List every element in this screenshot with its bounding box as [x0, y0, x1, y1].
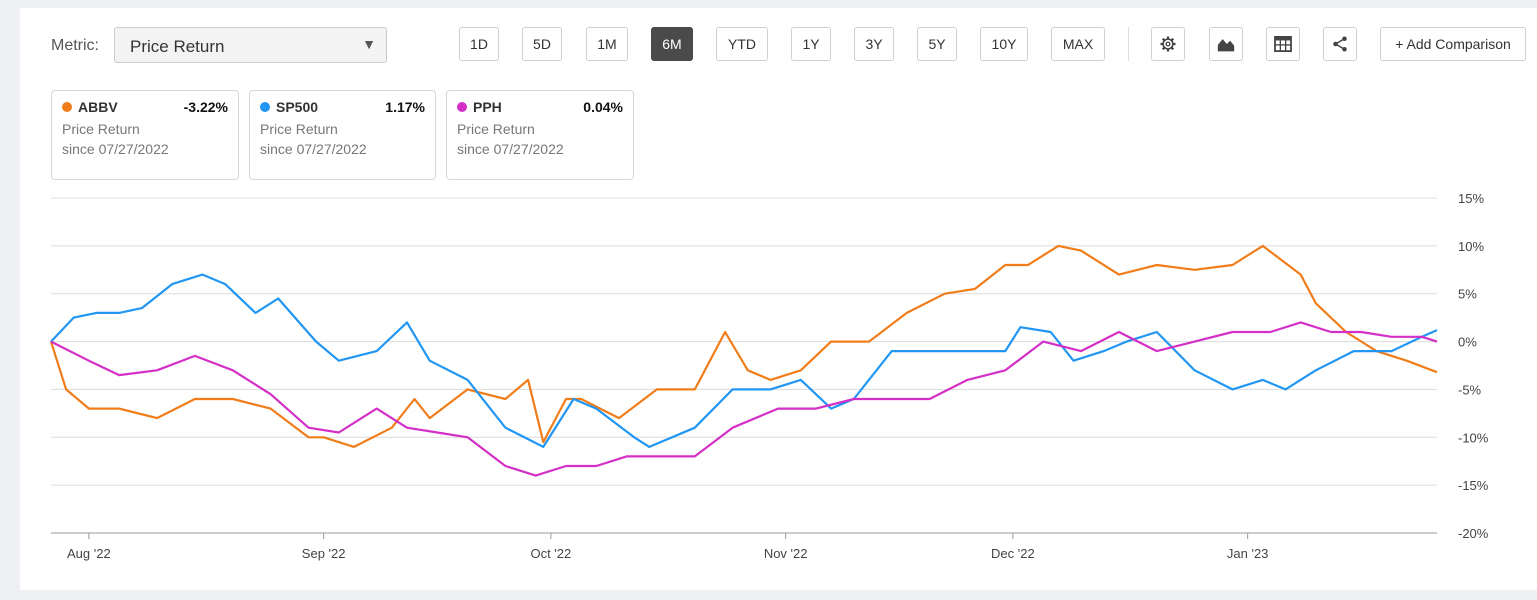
legend-card-metric: Price Return: [260, 121, 338, 137]
gear-icon: [1160, 36, 1176, 52]
x-tick-label: Nov '22: [764, 546, 808, 561]
range-button-max[interactable]: MAX: [1051, 27, 1105, 61]
y-tick-label: 0%: [1458, 335, 1477, 350]
series-color-dot: [457, 102, 467, 112]
legend-card-metric: Price Return: [62, 121, 140, 137]
series-color-dot: [62, 102, 72, 112]
y-tick-label: -15%: [1458, 478, 1489, 493]
chart-type-button[interactable]: [1209, 27, 1243, 61]
legend-card-pct: 1.17%: [385, 99, 425, 115]
x-tick-label: Oct '22: [530, 546, 571, 561]
x-tick-label: Sep '22: [302, 546, 346, 561]
legend-card-name: SP500: [276, 99, 319, 115]
share-icon: [1333, 36, 1347, 52]
range-button-6m[interactable]: 6M: [651, 27, 693, 61]
y-tick-label: 10%: [1458, 239, 1484, 254]
area-chart-icon: [1217, 39, 1235, 52]
range-button-5d[interactable]: 5D: [522, 27, 562, 61]
settings-button[interactable]: [1151, 27, 1185, 61]
legend-card-since: since 07/27/2022: [457, 141, 564, 157]
y-tick-label: -10%: [1458, 430, 1489, 445]
add-comparison-button[interactable]: + Add Comparison: [1380, 27, 1526, 61]
x-tick-label: Dec '22: [991, 546, 1035, 561]
x-tick-label: Aug '22: [67, 546, 111, 561]
chevron-down-icon: ▼: [362, 36, 376, 52]
legend-card-name: PPH: [473, 99, 502, 115]
legend-card-since: since 07/27/2022: [62, 141, 169, 157]
range-button-3y[interactable]: 3Y: [854, 27, 894, 61]
legend-card-name: ABBV: [78, 99, 118, 115]
legend-card-abbv[interactable]: ABBV -3.22% Price Return since 07/27/202…: [51, 90, 239, 180]
x-tick-label: Jan '23: [1227, 546, 1269, 561]
y-tick-label: 5%: [1458, 287, 1477, 302]
series-line-pph[interactable]: [50, 321, 1438, 477]
range-button-1m[interactable]: 1M: [586, 27, 628, 61]
legend-card-pct: -3.22%: [183, 99, 228, 115]
range-button-1d[interactable]: 1D: [459, 27, 499, 61]
range-button-10y[interactable]: 10Y: [980, 27, 1028, 61]
metric-label: Metric:: [51, 37, 99, 54]
y-tick-label: -5%: [1458, 382, 1482, 397]
legend-card-sp500[interactable]: SP500 1.17% Price Return since 07/27/202…: [249, 90, 436, 180]
metric-select[interactable]: Price Return ▼: [114, 27, 387, 63]
legend-card-pph[interactable]: PPH 0.04% Price Return since 07/27/2022: [446, 90, 634, 180]
legend-card-since: since 07/27/2022: [260, 141, 367, 157]
y-tick-label: -20%: [1458, 526, 1489, 541]
range-button-1y[interactable]: 1Y: [791, 27, 831, 61]
range-button-ytd[interactable]: YTD: [716, 27, 768, 61]
series-line-sp500[interactable]: [50, 273, 1438, 448]
share-button[interactable]: [1323, 27, 1357, 61]
series-line-abbv[interactable]: [49, 244, 1438, 448]
y-tick-label: 15%: [1458, 191, 1484, 206]
metric-select-value: Price Return: [130, 37, 225, 56]
legend-card-metric: Price Return: [457, 121, 535, 137]
toolbar-divider: [1128, 27, 1129, 61]
range-button-5y[interactable]: 5Y: [917, 27, 957, 61]
table-icon: [1274, 36, 1292, 52]
series-color-dot: [260, 102, 270, 112]
legend-card-pct: 0.04%: [583, 99, 623, 115]
table-view-button[interactable]: [1266, 27, 1300, 61]
